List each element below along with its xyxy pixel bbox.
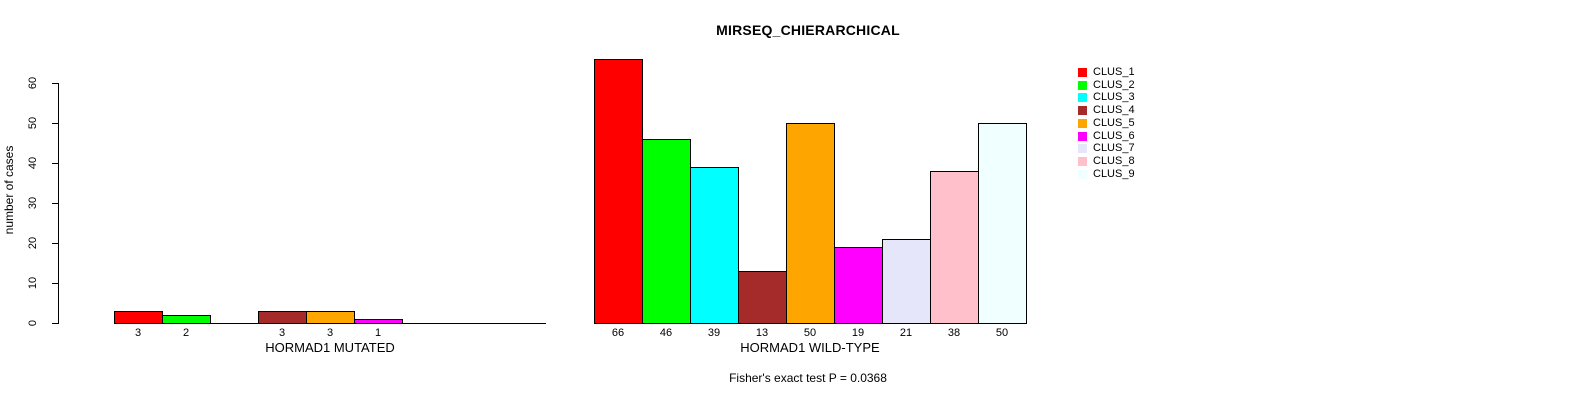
y-tick-mark <box>52 123 58 124</box>
bar <box>306 311 355 324</box>
bar <box>594 59 643 324</box>
legend-label: CLUS_1 <box>1093 66 1135 78</box>
bar <box>114 311 163 324</box>
legend-swatch <box>1078 157 1087 166</box>
y-tick-label: 0 <box>27 319 39 327</box>
legend-item: CLUS_8 <box>1078 156 1135 167</box>
y-tick-mark <box>52 163 58 164</box>
legend-swatch <box>1078 68 1087 77</box>
bar-value-label: 19 <box>851 327 865 339</box>
y-tick-label: 10 <box>27 276 39 290</box>
legend-item: CLUS_1 <box>1078 67 1135 78</box>
legend-item: CLUS_5 <box>1078 118 1135 129</box>
y-tick-label: 40 <box>27 156 39 170</box>
y-tick-label: 60 <box>27 76 39 90</box>
panel-right-xlabel: HORMAD1 WILD-TYPE <box>740 340 880 355</box>
bar <box>738 271 787 324</box>
bar-value-label: 3 <box>134 327 142 339</box>
panel-left-xlabel: HORMAD1 MUTATED <box>265 340 395 355</box>
bar-value-label: 2 <box>182 327 190 339</box>
y-axis-line <box>58 83 59 324</box>
legend-label: CLUS_4 <box>1093 104 1135 116</box>
legend-swatch <box>1078 170 1087 179</box>
y-tick-mark <box>52 283 58 284</box>
bar-value-label: 50 <box>995 327 1009 339</box>
legend-swatch <box>1078 132 1087 141</box>
bar <box>642 139 691 324</box>
legend-label: CLUS_9 <box>1093 168 1135 180</box>
legend-item: CLUS_6 <box>1078 131 1135 142</box>
legend-item: CLUS_2 <box>1078 80 1135 91</box>
bar <box>882 239 931 324</box>
bar <box>690 167 739 324</box>
y-tick-mark <box>52 323 58 324</box>
legend-label: CLUS_2 <box>1093 79 1135 91</box>
legend-item: CLUS_9 <box>1078 169 1135 180</box>
bar-value-label: 3 <box>278 327 286 339</box>
legend-label: CLUS_3 <box>1093 91 1135 103</box>
bar <box>834 247 883 324</box>
legend-swatch <box>1078 81 1087 90</box>
legend-item: CLUS_7 <box>1078 143 1135 154</box>
bar-value-label: 66 <box>611 327 625 339</box>
chart-title: MIRSEQ_CHIERARCHICAL <box>716 22 900 38</box>
legend-item: CLUS_4 <box>1078 105 1135 116</box>
legend-item: CLUS_3 <box>1078 92 1135 103</box>
legend-label: CLUS_7 <box>1093 142 1135 154</box>
bar <box>978 123 1027 324</box>
bar-value-label: 13 <box>755 327 769 339</box>
bar-value-label: 50 <box>803 327 817 339</box>
bar-value-label: 1 <box>374 327 382 339</box>
bar-value-label: 21 <box>899 327 913 339</box>
bar-value-label: 38 <box>947 327 961 339</box>
y-tick-label: 30 <box>27 196 39 210</box>
bar <box>258 311 307 324</box>
y-tick-mark <box>52 203 58 204</box>
y-tick-mark <box>52 243 58 244</box>
legend-label: CLUS_5 <box>1093 117 1135 129</box>
bar <box>162 315 211 324</box>
legend-swatch <box>1078 93 1087 102</box>
bar <box>354 319 403 324</box>
bar-value-label: 3 <box>326 327 334 339</box>
y-axis-label: number of cases <box>2 145 16 235</box>
bar-value-label: 39 <box>707 327 721 339</box>
bar-value-label: 46 <box>659 327 673 339</box>
bar <box>786 123 835 324</box>
y-tick-label: 20 <box>27 236 39 250</box>
legend-label: CLUS_6 <box>1093 130 1135 142</box>
legend-swatch <box>1078 106 1087 115</box>
legend-label: CLUS_8 <box>1093 155 1135 167</box>
y-tick-mark <box>52 83 58 84</box>
legend-swatch <box>1078 119 1087 128</box>
legend-swatch <box>1078 144 1087 153</box>
y-tick-label: 50 <box>27 116 39 130</box>
bar <box>930 171 979 324</box>
fisher-test-note: Fisher's exact test P = 0.0368 <box>729 371 887 385</box>
